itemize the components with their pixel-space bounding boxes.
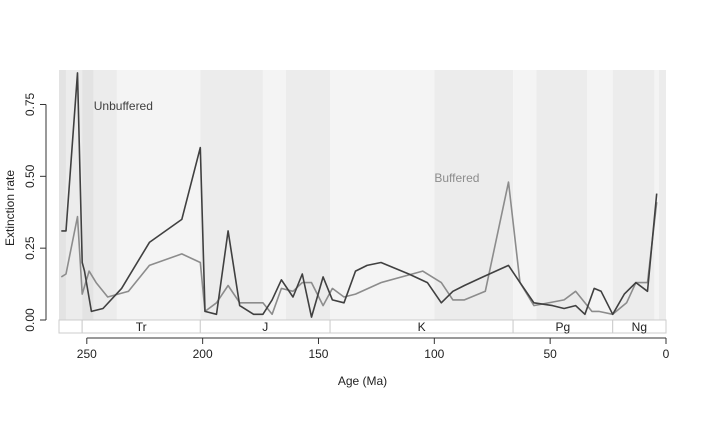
x-axis: 250 200 150 100 50 0 [77,337,670,361]
series-line-unbuffered [61,72,658,318]
stage-band [200,70,263,320]
period-box [58,319,83,334]
period-label-j: J [262,320,268,334]
x-tick-label: 100 [424,347,444,361]
series-line-buffered [60,181,658,316]
stage-band [93,70,117,320]
stage-band [587,70,613,320]
x-tick-label: 150 [308,347,328,361]
period-label-ng: Ng [632,320,647,334]
period-label-tr: Tr [136,320,147,334]
y-axis: 0.00 0.25 0.50 0.75 [23,92,47,332]
series-labels: Unbuffered Buffered [94,99,480,185]
stage-band [536,70,588,320]
series-label-unbuffered: Unbuffered [94,99,153,113]
series-label-buffered: Buffered [434,171,479,185]
x-tick-label: 50 [543,347,557,361]
stage-band [659,70,666,320]
y-tick-label: 0.00 [23,308,37,332]
y-tick-label: 0.25 [23,236,37,260]
stage-band [434,70,514,320]
stage-band [82,70,94,320]
x-axis-title: Age (Ma) [338,374,387,388]
period-box [612,319,667,334]
stage-band [262,70,287,320]
x-tick-label: 0 [663,347,670,361]
stage-band [59,70,66,320]
stage-band [116,70,201,320]
series-lines [60,72,658,318]
period-label-k: K [418,320,426,334]
y-axis-title: Extinction rate [3,170,17,246]
x-tick-label: 200 [193,347,213,361]
y-tick-label: 0.75 [23,92,37,116]
stage-band [513,70,537,320]
period-bar: Tr J K Pg Ng [58,319,667,334]
y-tick-label: 0.50 [23,164,37,188]
period-label-pg: Pg [556,320,571,334]
x-tick-label: 250 [77,347,97,361]
